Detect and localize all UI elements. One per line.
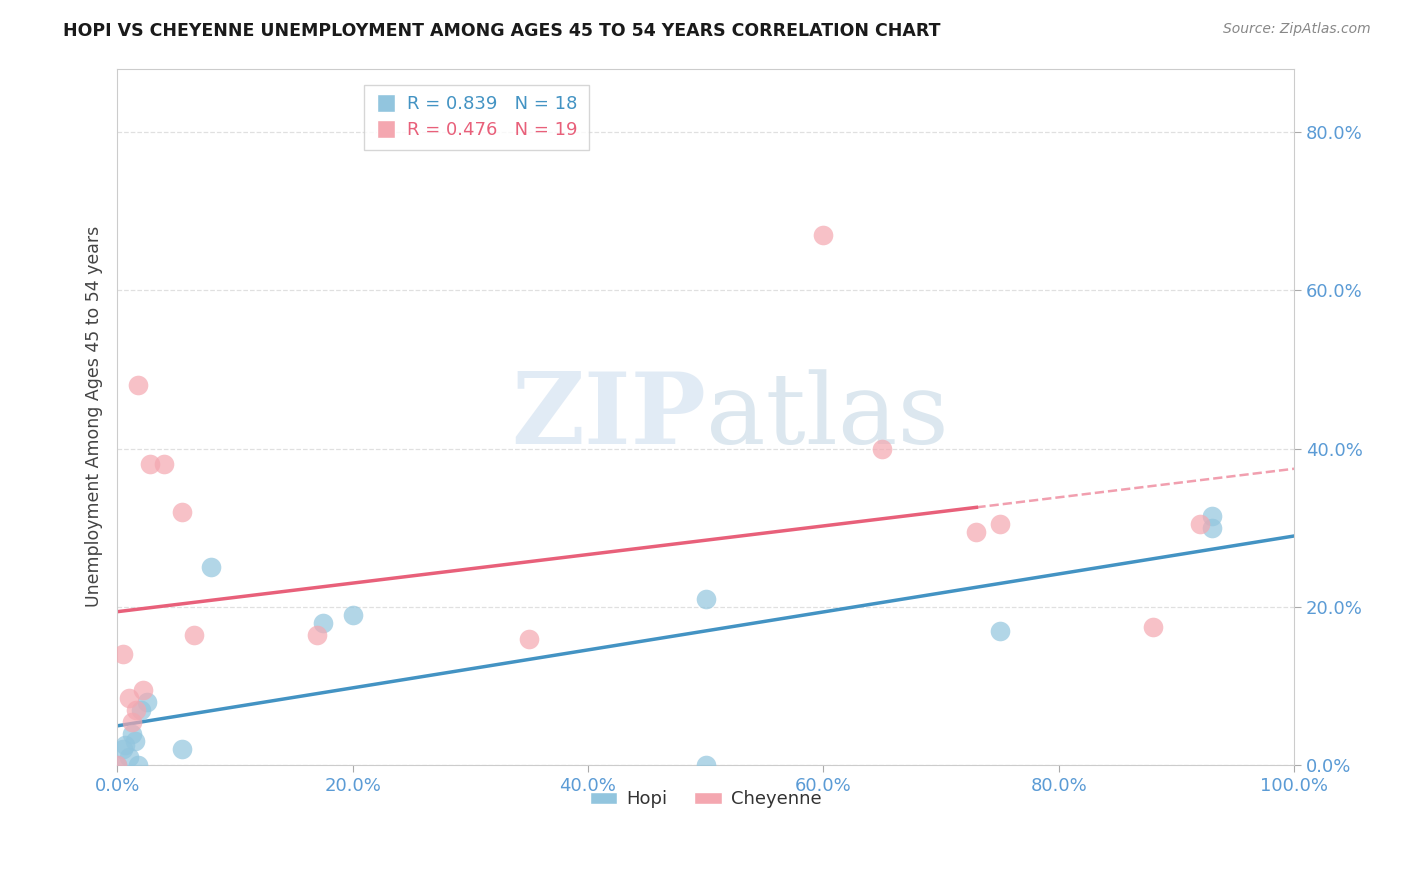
Point [1201,508,1223,523]
Point [870,442,893,456]
Point [135,695,157,709]
Point [183,627,205,641]
Point [1189,516,1212,531]
Point [121,714,143,729]
Point [813,227,835,242]
Point [118,750,141,764]
Point [105,758,128,772]
Point [988,516,1011,531]
Text: ZIP: ZIP [510,368,706,466]
Point [114,739,136,753]
Point [132,683,155,698]
Text: Source: ZipAtlas.com: Source: ZipAtlas.com [1223,22,1371,37]
Y-axis label: Unemployment Among Ages 45 to 54 years: Unemployment Among Ages 45 to 54 years [86,227,103,607]
Point [124,734,146,748]
Point [342,607,364,622]
Point [307,627,329,641]
Point [170,505,193,519]
Legend: Hopi, Cheyenne: Hopi, Cheyenne [583,783,828,815]
Point [127,758,149,772]
Point [112,648,135,662]
Text: atlas: atlas [706,369,949,465]
Point [129,703,152,717]
Text: HOPI VS CHEYENNE UNEMPLOYMENT AMONG AGES 45 TO 54 YEARS CORRELATION CHART: HOPI VS CHEYENNE UNEMPLOYMENT AMONG AGES… [63,22,941,40]
Point [695,758,717,772]
Point [517,632,540,646]
Point [1142,620,1164,634]
Point [105,758,128,772]
Point [127,378,149,392]
Point [312,615,335,630]
Point [118,690,141,705]
Point [170,742,193,756]
Point [121,726,143,740]
Point [139,458,162,472]
Point [1201,521,1223,535]
Point [153,458,176,472]
Point [988,624,1011,638]
Point [200,560,222,574]
Point [695,591,717,606]
Point [112,742,135,756]
Point [965,524,987,539]
Point [125,703,148,717]
